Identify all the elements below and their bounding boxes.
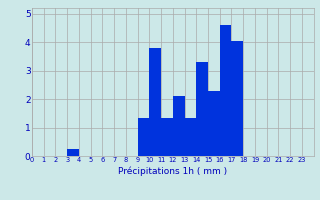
Bar (67, 149, 79, 156)
Bar (220, 25, 231, 156)
Bar (231, 41, 243, 156)
Bar (173, 96, 185, 156)
Bar (208, 91, 220, 156)
Bar (149, 48, 161, 156)
Bar (196, 62, 208, 156)
Bar (185, 118, 196, 156)
X-axis label: Précipitations 1h ( mm ): Précipitations 1h ( mm ) (118, 166, 228, 176)
Bar (161, 118, 173, 156)
Bar (138, 118, 149, 156)
